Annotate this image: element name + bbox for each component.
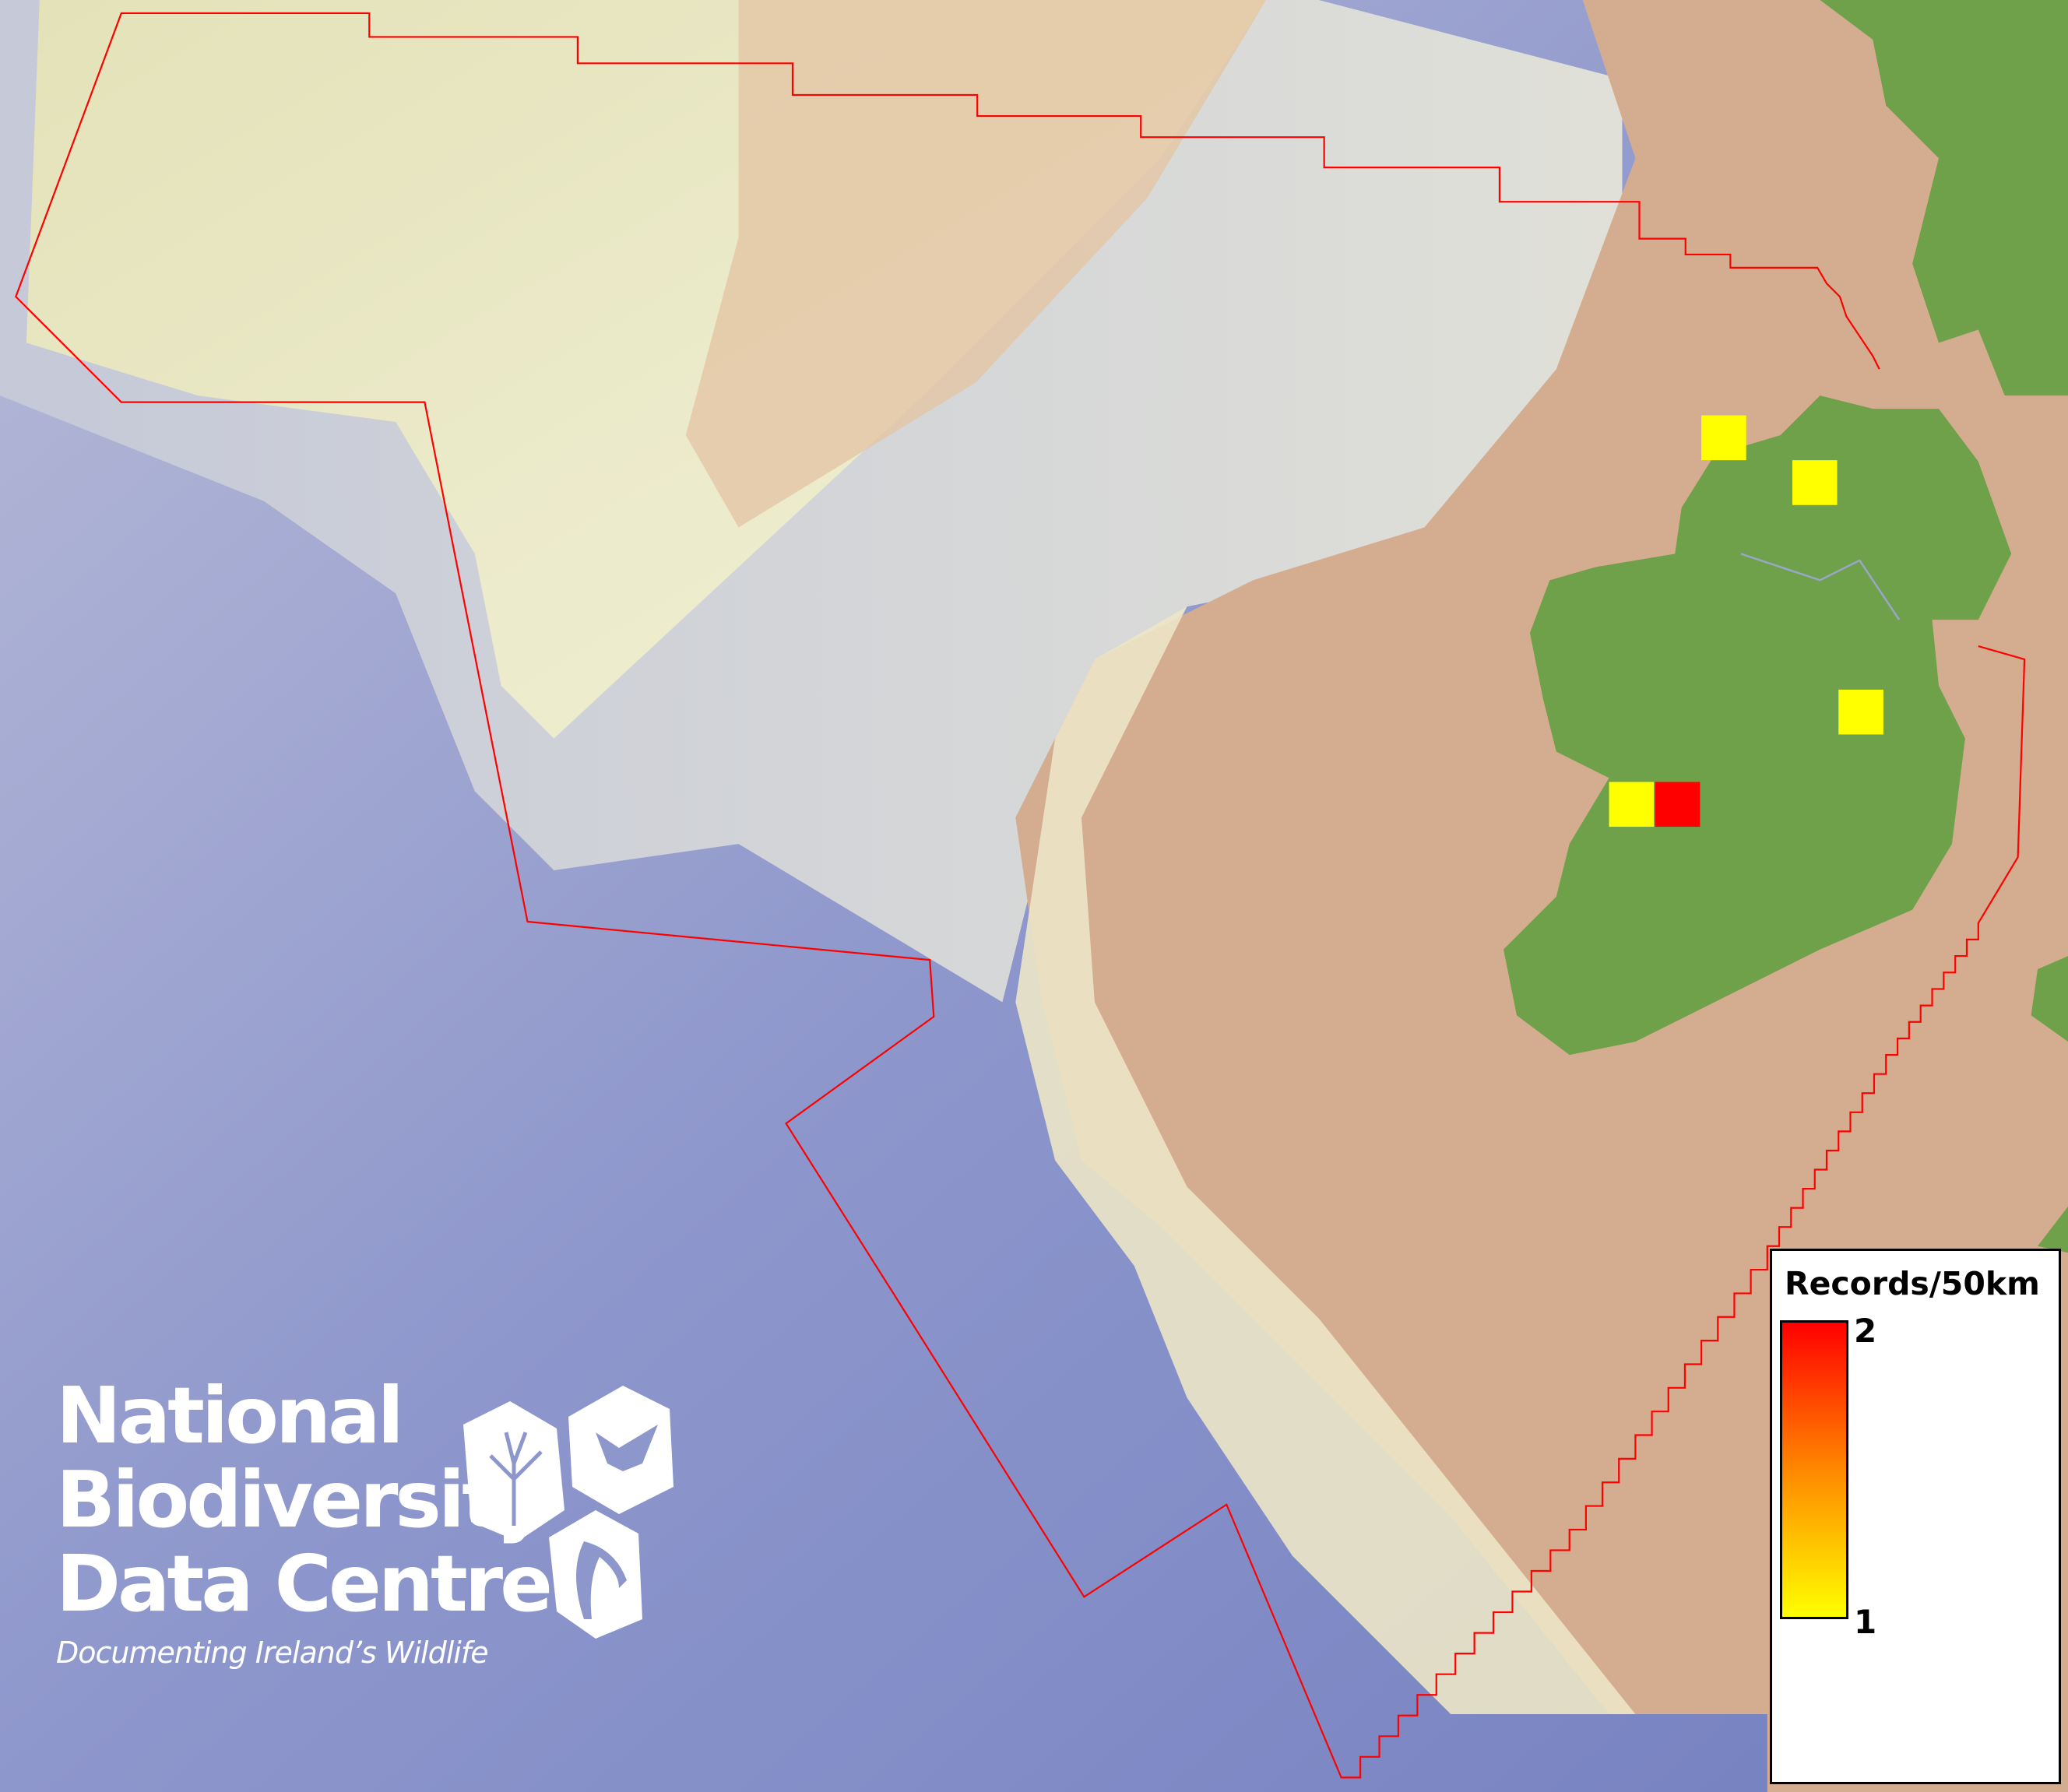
record-square-2[interactable] xyxy=(1792,460,1838,505)
legend-min-label: 1 xyxy=(1854,1603,1877,1641)
record-square-5[interactable] xyxy=(1655,782,1700,827)
legend: Records/50km 2 1 xyxy=(1770,1249,2061,1784)
eez-boundary-line xyxy=(15,12,2026,1779)
logo-line-3: Data Centre xyxy=(56,1538,553,1629)
legend-color-ramp xyxy=(1780,1320,1848,1619)
legend-max-label: 2 xyxy=(1854,1312,1877,1350)
land-ireland xyxy=(1504,395,2012,1056)
record-square-3[interactable] xyxy=(1838,689,1883,735)
land-scotland xyxy=(1820,0,2068,396)
butterfly-icon xyxy=(568,1386,674,1514)
logo-hexagons xyxy=(463,1386,674,1639)
record-square-1[interactable] xyxy=(1701,415,1746,461)
outer-shelf-edge xyxy=(1015,606,1636,1715)
logo-line-1: National xyxy=(56,1370,404,1461)
ni-border xyxy=(1740,553,1901,620)
logo-line-2: Biodiversity xyxy=(56,1454,547,1545)
seahorse-icon xyxy=(549,1510,642,1639)
land-wales-edge xyxy=(2031,956,2068,1253)
porcupine-seabight-rise xyxy=(685,0,1267,528)
record-square-4[interactable] xyxy=(1609,782,1655,827)
tree-icon xyxy=(463,1401,564,1541)
legend-title: Records/50km xyxy=(1785,1265,2040,1302)
logo-tagline: Documenting Ireland’s Wildlife xyxy=(56,1636,489,1670)
nbdc-logo: National Biodiversity Data Centre Docume… xyxy=(56,1370,553,1671)
